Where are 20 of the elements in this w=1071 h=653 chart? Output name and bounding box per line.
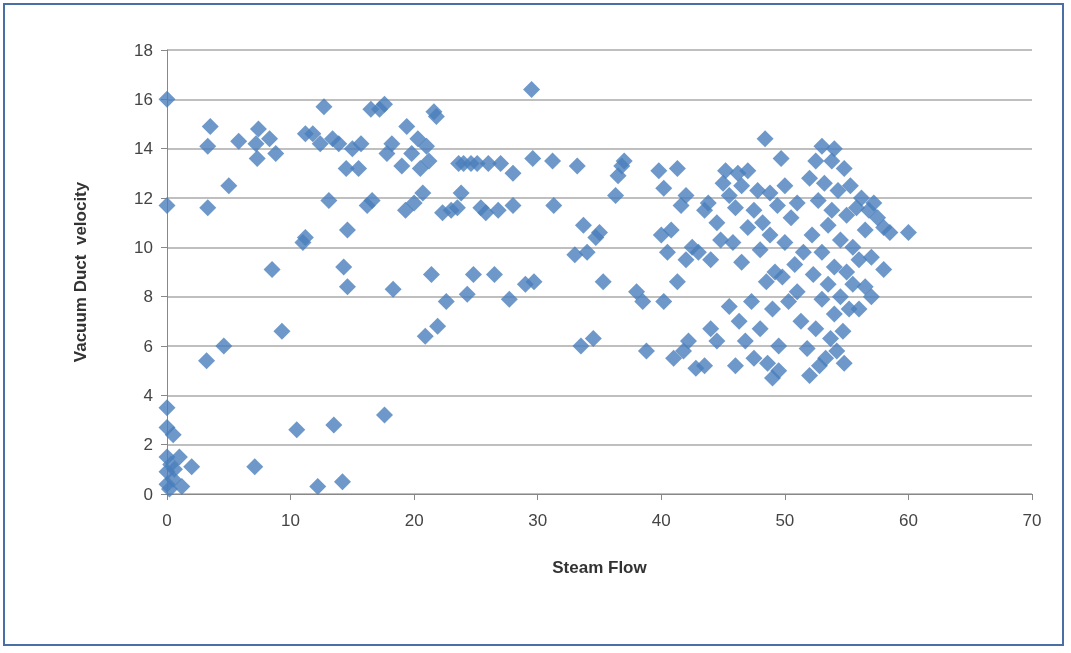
x-axis-title: Steam Flow — [552, 558, 648, 577]
x-tick-label: 30 — [528, 511, 548, 530]
y-tick-label: 14 — [134, 139, 153, 159]
x-tick-label: 40 — [651, 511, 671, 530]
y-tick-label: 10 — [134, 237, 153, 257]
x-tick-label: 10 — [281, 511, 301, 530]
x-tick-label: 0 — [162, 511, 172, 530]
x-tick-label: 60 — [898, 511, 918, 530]
x-tick-label: 20 — [404, 511, 424, 530]
y-tick-label: 12 — [134, 188, 153, 208]
y-tick-label: 6 — [143, 336, 153, 356]
y-tick-label: 8 — [143, 287, 153, 307]
y-tick-label: 0 — [143, 484, 153, 504]
x-tick-label: 70 — [1022, 511, 1042, 530]
y-tick-label: 16 — [134, 89, 153, 109]
y-axis-title: Vacuum Duct velocity — [71, 181, 90, 363]
y-tick-label: 18 — [134, 40, 153, 60]
x-tick-label: 50 — [775, 511, 795, 530]
y-tick-label: 4 — [143, 385, 153, 405]
y-tick-label: 2 — [143, 435, 153, 455]
